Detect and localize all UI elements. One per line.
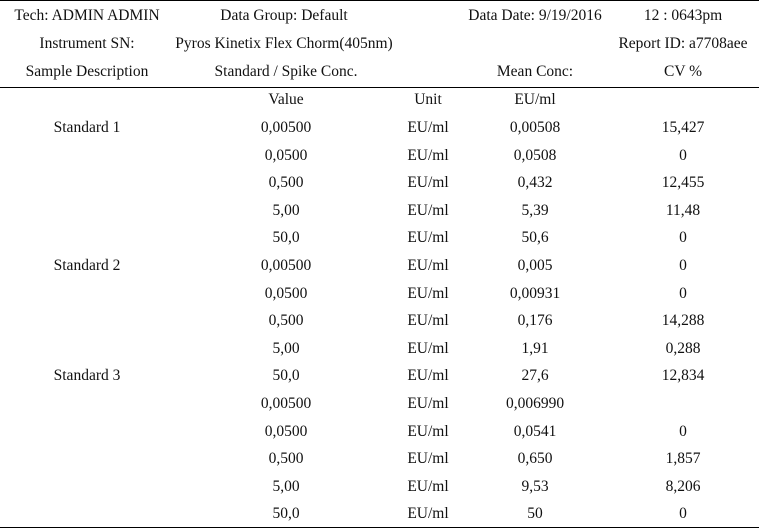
mean-cell: 0,00508 bbox=[509, 119, 561, 136]
cv-header: CV % bbox=[663, 63, 703, 80]
unit-cell: EU/ml bbox=[407, 146, 449, 164]
table-row: 0,0500 EU/ml 0,0508 0 bbox=[0, 142, 759, 170]
mean-cell: 50,6 bbox=[521, 229, 549, 247]
unit-cell: EU/ml bbox=[407, 477, 449, 495]
table-row: 0,0500 EU/ml 0,0541 0 bbox=[0, 418, 759, 446]
unit-cell: EU/ml bbox=[407, 422, 449, 440]
unit-subheader: Unit bbox=[414, 91, 442, 108]
mean-cell: 0,006990 bbox=[505, 395, 565, 412]
sample-description-header: Sample Description bbox=[25, 63, 149, 80]
cv-cell: 0 bbox=[679, 229, 687, 247]
value-cell: 5,00 bbox=[272, 201, 300, 219]
value-cell: 0,0500 bbox=[264, 284, 308, 302]
value-cell: 0,500 bbox=[268, 450, 304, 468]
table-row: 50,0 EU/ml 50 0 bbox=[0, 500, 759, 528]
standard-conc-header: Standard / Spike Conc. bbox=[214, 63, 358, 80]
header-row-3: Sample Description Standard / Spike Conc… bbox=[0, 59, 759, 84]
mean-cell: 0,00931 bbox=[509, 284, 561, 302]
mean-cell: 0,432 bbox=[517, 174, 553, 192]
unit-cell: EU/ml bbox=[407, 174, 449, 192]
unit-cell: EU/ml bbox=[407, 119, 449, 136]
cv-cell: 0 bbox=[679, 422, 687, 440]
cv-cell: 0,288 bbox=[665, 339, 701, 357]
instrument-name: Pyros Kinetix Flex Chorm(405nm) bbox=[175, 35, 393, 52]
eu-ml-subheader: EU/ml bbox=[514, 91, 556, 108]
mean-cell: 5,39 bbox=[521, 201, 549, 219]
data-group-label: Data Group: Default bbox=[220, 7, 348, 24]
table-row: Standard 1 0,00500 EU/ml 0,00508 15,427 bbox=[0, 114, 759, 142]
cv-cell: 8,206 bbox=[665, 477, 701, 495]
value-cell: 0,00500 bbox=[260, 395, 312, 412]
mean-cell: 27,6 bbox=[521, 367, 549, 385]
subheader-row: Value Unit EU/ml bbox=[0, 86, 759, 114]
unit-cell: EU/ml bbox=[407, 339, 449, 357]
value-cell: 0,500 bbox=[268, 174, 304, 192]
mean-cell: 0,005 bbox=[517, 257, 553, 274]
mean-cell: 0,0508 bbox=[513, 146, 557, 164]
value-cell: 0,00500 bbox=[260, 119, 312, 136]
cv-cell: 0 bbox=[679, 146, 687, 164]
mean-cell: 0,176 bbox=[517, 312, 553, 330]
table-row: Standard 3 50,0 EU/ml 27,6 12,834 bbox=[0, 362, 759, 390]
time-label: 12 : 0643pm bbox=[643, 7, 723, 24]
value-cell: 50,0 bbox=[272, 367, 300, 385]
value-cell: 0,0500 bbox=[264, 146, 308, 164]
sample-cell: Standard 3 bbox=[53, 367, 121, 385]
table-row: 0,0500 EU/ml 0,00931 0 bbox=[0, 280, 759, 308]
sample-cell: Standard 1 bbox=[53, 119, 121, 136]
table-row: 0,500 EU/ml 0,650 1,857 bbox=[0, 445, 759, 473]
value-cell: 0,500 bbox=[268, 312, 304, 330]
cv-cell: 15,427 bbox=[661, 119, 705, 136]
table-row: 50,0 EU/ml 50,6 0 bbox=[0, 224, 759, 252]
mean-cell: 1,91 bbox=[521, 339, 549, 357]
header-divider bbox=[0, 87, 759, 88]
cv-cell: 1,857 bbox=[665, 450, 701, 468]
cv-cell: 0 bbox=[679, 257, 687, 274]
table-row: 5,00 EU/ml 5,39 11,48 bbox=[0, 197, 759, 225]
cv-cell: 0 bbox=[679, 505, 687, 522]
report-id-label: Report ID: a7708aee bbox=[618, 35, 748, 52]
tech-label: Tech: ADMIN ADMIN bbox=[14, 7, 160, 24]
value-cell: 50,0 bbox=[272, 505, 300, 522]
mean-cell: 0,650 bbox=[517, 450, 553, 468]
mean-cell: 9,53 bbox=[521, 477, 549, 495]
table-row: 0,500 EU/ml 0,176 14,288 bbox=[0, 307, 759, 335]
cv-cell: 0 bbox=[679, 284, 687, 302]
value-cell: 50,0 bbox=[272, 229, 300, 247]
value-cell: 0,0500 bbox=[264, 422, 308, 440]
bottom-border bbox=[0, 527, 759, 528]
unit-cell: EU/ml bbox=[407, 201, 449, 219]
unit-cell: EU/ml bbox=[407, 367, 449, 385]
instrument-sn-label: Instrument SN: bbox=[39, 35, 135, 52]
unit-cell: EU/ml bbox=[407, 505, 449, 522]
header-row-1: Tech: ADMIN ADMIN Data Group: Default Da… bbox=[0, 3, 759, 28]
data-date-label: Data Date: 9/19/2016 bbox=[468, 7, 602, 24]
cv-cell: 12,834 bbox=[661, 367, 705, 385]
unit-cell: EU/ml bbox=[407, 312, 449, 330]
cv-cell: 11,48 bbox=[665, 201, 701, 219]
unit-cell: EU/ml bbox=[407, 229, 449, 247]
unit-cell: EU/ml bbox=[407, 284, 449, 302]
mean-conc-header: Mean Conc: bbox=[496, 63, 574, 80]
value-subheader: Value bbox=[268, 91, 304, 108]
value-cell: 5,00 bbox=[272, 339, 300, 357]
cv-cell: 14,288 bbox=[661, 312, 705, 330]
mean-cell: 50 bbox=[527, 505, 543, 522]
table-row: 5,00 EU/ml 9,53 8,206 bbox=[0, 473, 759, 501]
header-row-2: Instrument SN: Pyros Kinetix Flex Chorm(… bbox=[0, 31, 759, 56]
unit-cell: EU/ml bbox=[407, 395, 449, 412]
value-cell: 5,00 bbox=[272, 477, 300, 495]
unit-cell: EU/ml bbox=[407, 257, 449, 274]
table-row: 0,00500 EU/ml 0,006990 bbox=[0, 390, 759, 418]
mean-cell: 0,0541 bbox=[513, 422, 557, 440]
cv-cell: 12,455 bbox=[661, 174, 705, 192]
value-cell: 0,00500 bbox=[260, 257, 312, 274]
table-row: 5,00 EU/ml 1,91 0,288 bbox=[0, 335, 759, 363]
sample-cell: Standard 2 bbox=[53, 257, 121, 274]
top-border bbox=[0, 0, 759, 1]
unit-cell: EU/ml bbox=[407, 450, 449, 468]
table-row: Standard 2 0,00500 EU/ml 0,005 0 bbox=[0, 252, 759, 280]
table-row: 0,500 EU/ml 0,432 12,455 bbox=[0, 169, 759, 197]
